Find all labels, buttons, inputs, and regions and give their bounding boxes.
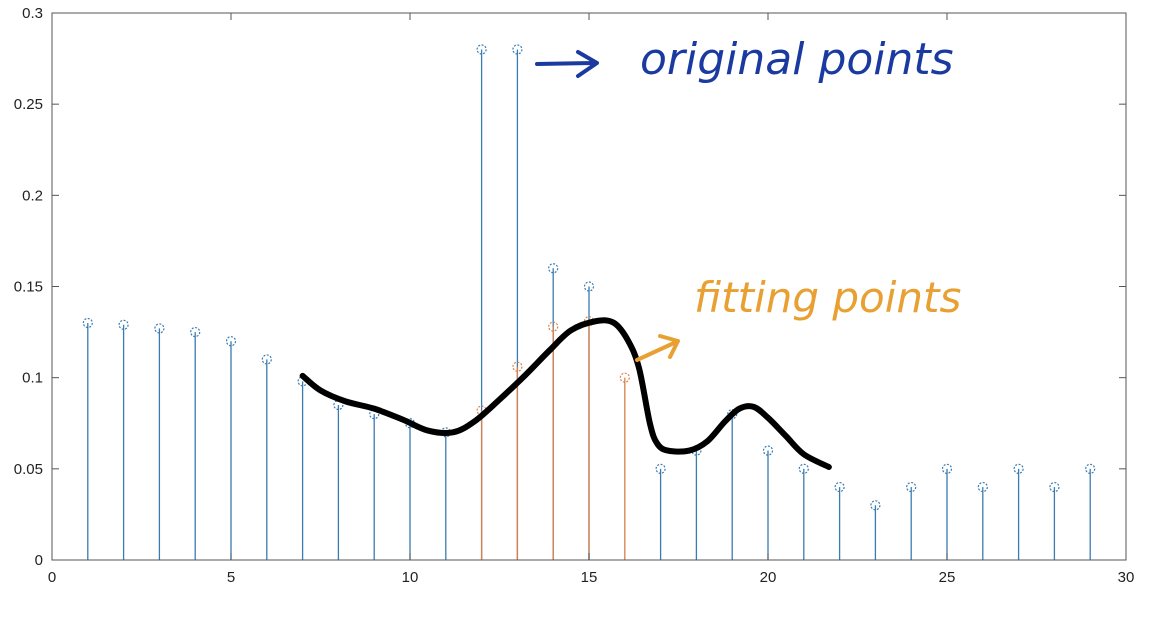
stem-series-layer [82, 44, 1096, 560]
stem-marker-s0-x9 [369, 409, 380, 420]
stem-marker-s0-x28 [1049, 481, 1060, 493]
fitted-curve-layer [299, 317, 832, 471]
x-tick-label: 30 [1118, 569, 1135, 586]
stem-marker-s0-x12 [476, 44, 487, 55]
stem-marker-s0-x18 [691, 445, 702, 456]
x-tick-label: 25 [939, 569, 956, 586]
stem-marker-s1-x13 [512, 361, 523, 372]
fitting-points-label: fitting points [694, 273, 961, 322]
stem-marker-s0-x13 [512, 44, 523, 55]
stem-marker-s0-x4 [190, 326, 201, 338]
stem-marker-s0-x21 [798, 463, 809, 474]
original-points-annotation: original points [535, 34, 954, 85]
stem-marker-s0-x5 [225, 336, 237, 347]
x-tick-label: 5 [227, 569, 235, 586]
x-tick-label: 10 [402, 569, 419, 586]
stem-marker-s0-x14 [548, 263, 559, 274]
stem-marker-s0-x22 [834, 481, 845, 493]
y-tick-label: 0.25 [14, 96, 43, 113]
stem-marker-s0-x15 [583, 281, 595, 292]
y-tick-label: 0.15 [14, 279, 43, 296]
x-tick-label: 15 [581, 569, 598, 586]
axis-ticks-layer: 0 5 10 15 20 25 30 0 0.05 0.1 0.15 0.2 0.25 0.3 [14, 5, 1135, 586]
fitting-points-annotation: fitting points [635, 273, 961, 362]
stem-marker-s1-x16 [619, 372, 630, 383]
stem-marker-s0-x3 [154, 323, 165, 334]
stem-marker-s0-x25 [941, 463, 953, 474]
y-tick-label: 0 [35, 552, 43, 569]
stem-marker-s0-x27 [1013, 463, 1024, 474]
stem-marker-s0-x1 [82, 317, 93, 329]
stem-marker-s0-x6 [261, 354, 272, 365]
y-tick-label: 0.2 [22, 187, 43, 204]
stem-marker-s0-x29 [1085, 463, 1096, 474]
x-tick-label: 0 [48, 569, 56, 586]
original-points-arrow [535, 50, 599, 78]
y-tick-label: 0.3 [22, 5, 43, 22]
stem-marker-s0-x2 [118, 319, 129, 330]
x-tick-label: 20 [760, 569, 777, 586]
stem-marker-s0-x23 [870, 500, 881, 511]
original-points-label: original points [640, 34, 954, 85]
stem-marker-s0-x26 [977, 481, 988, 493]
y-tick-label: 0.1 [22, 370, 43, 387]
y-tick-label: 0.05 [14, 461, 43, 478]
stem-marker-s1-x14 [548, 321, 559, 332]
fitting-points-arrow [635, 334, 680, 362]
fitted-curve [299, 317, 832, 471]
stem-marker-s0-x8 [333, 399, 344, 411]
stem-marker-s0-x17 [655, 463, 666, 474]
stem-marker-s0-x20 [762, 445, 774, 456]
stem-marker-s0-x24 [906, 481, 917, 493]
